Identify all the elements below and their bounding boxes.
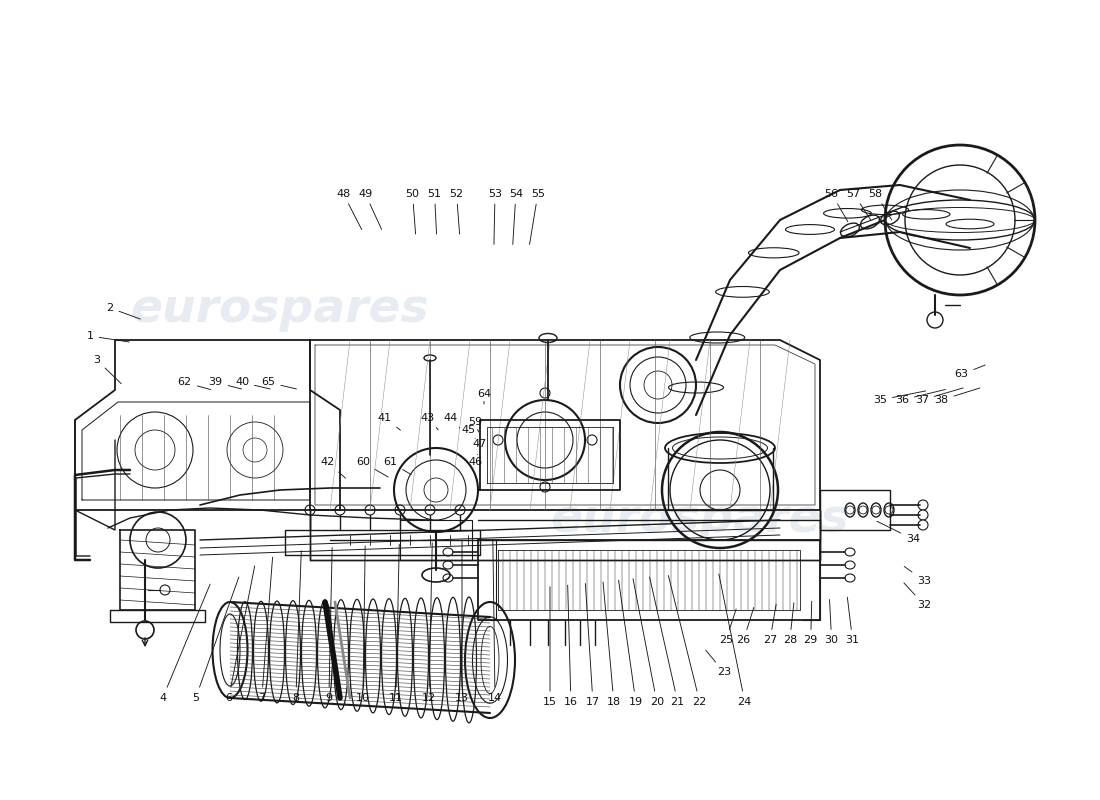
Text: 8: 8	[293, 550, 301, 702]
Text: 17: 17	[585, 583, 600, 706]
Text: 55: 55	[529, 189, 544, 245]
Text: 13: 13	[455, 541, 469, 702]
Text: 23: 23	[706, 650, 730, 677]
Text: 64: 64	[477, 389, 491, 404]
Text: 6: 6	[226, 566, 255, 702]
Text: 62: 62	[178, 378, 211, 390]
Text: 4: 4	[160, 584, 210, 702]
Text: 60: 60	[356, 458, 388, 477]
Text: 21: 21	[650, 577, 684, 706]
Text: 9: 9	[326, 547, 332, 702]
Text: 10: 10	[356, 546, 370, 702]
Text: 28: 28	[783, 602, 796, 645]
Text: 22: 22	[669, 575, 706, 706]
Text: 41: 41	[378, 413, 400, 430]
Text: 18: 18	[603, 582, 620, 706]
Text: 61: 61	[384, 458, 411, 474]
Text: 5: 5	[192, 577, 239, 702]
Text: 54: 54	[509, 189, 522, 245]
Circle shape	[918, 510, 928, 520]
Text: 11: 11	[389, 544, 403, 702]
Text: 25: 25	[719, 609, 736, 645]
Text: eurospares: eurospares	[551, 498, 849, 542]
Text: 51: 51	[428, 189, 441, 234]
Text: 15: 15	[543, 586, 557, 706]
Text: 29: 29	[804, 601, 817, 645]
Text: 40: 40	[235, 378, 271, 389]
Text: 63: 63	[955, 365, 986, 379]
Text: 65: 65	[262, 378, 297, 389]
Text: 24: 24	[719, 574, 751, 706]
Text: 52: 52	[450, 189, 463, 234]
Text: 35: 35	[873, 391, 926, 405]
Text: 1: 1	[87, 331, 130, 342]
Text: 56: 56	[825, 189, 848, 222]
Circle shape	[540, 482, 550, 492]
Text: 43: 43	[421, 413, 438, 430]
Text: eurospares: eurospares	[131, 287, 429, 333]
Text: 12: 12	[422, 542, 436, 702]
Text: 59: 59	[469, 417, 482, 432]
Text: 53: 53	[488, 189, 502, 245]
Text: 45: 45	[462, 426, 475, 438]
Text: 47: 47	[473, 439, 486, 449]
Text: 33: 33	[904, 566, 931, 586]
Text: 20: 20	[632, 578, 663, 706]
Circle shape	[587, 435, 597, 445]
Text: 39: 39	[209, 378, 242, 389]
Text: 14: 14	[488, 539, 502, 702]
Text: 26: 26	[737, 607, 754, 645]
Text: 49: 49	[359, 189, 382, 230]
Text: 50: 50	[406, 189, 419, 234]
Text: 3: 3	[94, 355, 121, 384]
Text: 32: 32	[904, 583, 931, 610]
Circle shape	[918, 520, 928, 530]
Text: 48: 48	[337, 189, 362, 230]
Text: 7: 7	[258, 557, 273, 702]
Text: 27: 27	[763, 604, 777, 645]
Text: 44: 44	[444, 413, 460, 428]
Text: 42: 42	[321, 458, 345, 478]
Text: 34: 34	[877, 522, 920, 544]
Text: 38: 38	[935, 388, 980, 405]
Text: 46: 46	[469, 454, 482, 467]
Circle shape	[540, 388, 550, 398]
Text: 31: 31	[846, 597, 859, 645]
Circle shape	[918, 500, 928, 510]
Circle shape	[493, 435, 503, 445]
Text: 2: 2	[107, 303, 141, 319]
Text: 37: 37	[915, 388, 964, 405]
Text: 58: 58	[869, 189, 892, 220]
Text: 36: 36	[895, 390, 946, 405]
Text: 19: 19	[618, 580, 642, 706]
Text: 57: 57	[847, 189, 871, 220]
Text: 30: 30	[825, 599, 838, 645]
Text: 16: 16	[564, 585, 578, 706]
